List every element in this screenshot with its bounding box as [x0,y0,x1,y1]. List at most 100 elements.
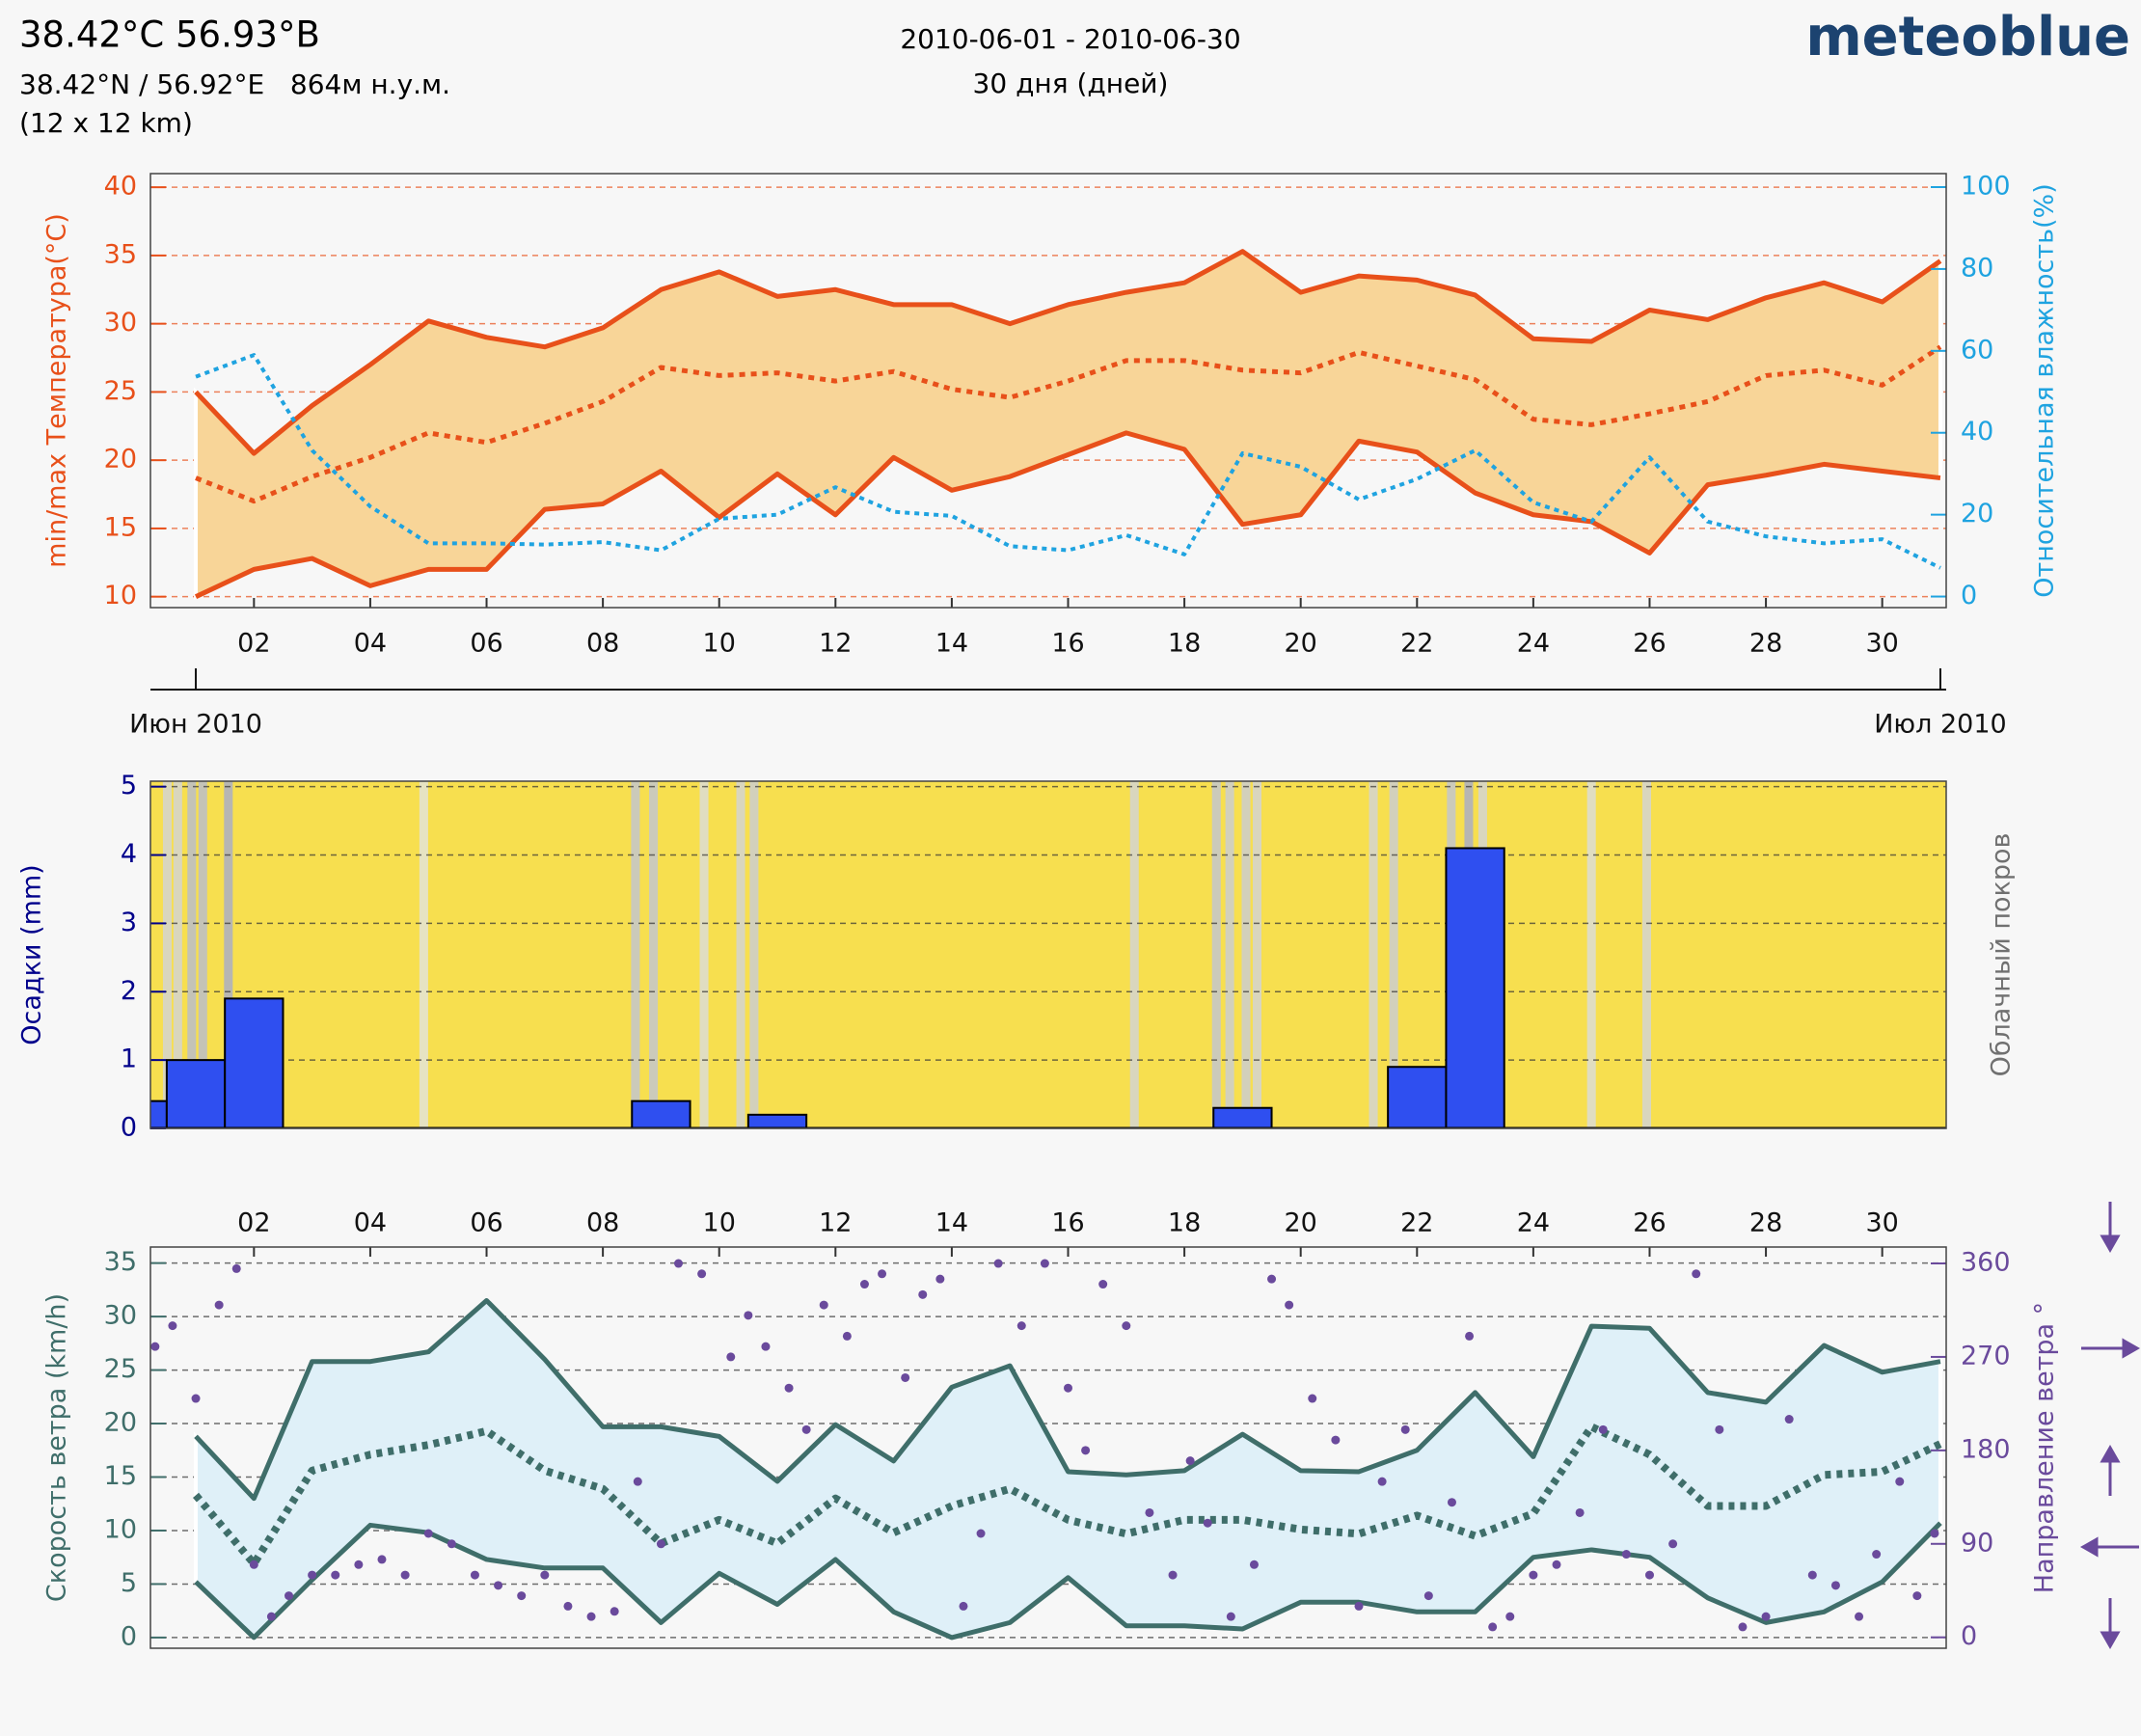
x-tick-label: 22 [1400,629,1433,659]
cloud-stripe [1252,781,1261,1128]
direction-dot [976,1529,986,1538]
y-tick-label: 35 [104,1247,137,1277]
cloud-stripe [1641,781,1651,1128]
x-tick-label: 04 [354,629,387,659]
direction-dot [656,1539,665,1549]
y2-tick-label: 0 [1961,1621,1977,1651]
direction-dot [214,1300,224,1310]
cloud-stripe [1129,781,1139,1128]
plot-frame [149,780,1947,1129]
direction-dot [959,1601,968,1611]
y-tick-label: 35 [104,239,137,269]
x-tick-label: 22 [1400,1208,1433,1238]
x-tick-label: 14 [935,1208,968,1238]
bar [746,1113,808,1128]
x-tick-label: 30 [1865,629,1898,659]
series-line [195,344,1942,504]
direction-dot [784,1383,794,1393]
direction-dot [1692,1269,1701,1279]
direction-dot [447,1539,456,1549]
arrow-head [2100,1631,2121,1650]
direction-dot [1488,1622,1498,1632]
direction-dot [1807,1570,1817,1580]
y2-axis-label: Облачный покров [1987,833,2017,1077]
direction-arrows [2079,1202,2141,1650]
period: 2010-06-01 - 2010-06-30 [900,23,1240,55]
cloud-stripe [419,781,428,1128]
direction-dot [1354,1601,1364,1611]
direction-dot [935,1274,945,1284]
y-tick-label: 2 [121,976,137,1006]
direction-dot [1505,1612,1515,1621]
plot-area [150,1259,1946,1641]
direction-dot [1267,1274,1277,1284]
direction-dot [819,1300,828,1310]
direction-dot [1598,1424,1608,1434]
month-label: Июл 2010 [1874,710,2006,740]
y2-axis-label: Относительная влажность(%) [2030,183,2060,598]
x-tick-label: 06 [470,1208,502,1238]
y-tick-label: 10 [104,1514,137,1544]
direction-dot [1738,1622,1748,1632]
location: 38.42°N / 56.92°E 864м н.у.м. [19,68,450,100]
x-tick-label: 24 [1517,1208,1550,1238]
x-tick-label: 12 [819,629,852,659]
y-tick-label: 20 [104,1408,137,1438]
direction-dot [697,1269,707,1279]
cloud-stripe [1389,781,1398,1128]
x-tick-label: 20 [1285,1208,1317,1238]
x-tick-label: 10 [703,1208,736,1238]
direction-dot [517,1591,527,1601]
direction-dot [1016,1321,1026,1331]
cloud-stripe [187,781,197,1128]
direction-dot [1040,1259,1049,1268]
direction-dot [470,1570,479,1580]
x-tick-label: 04 [354,1208,387,1238]
y-axis-label: Осадки (mm) [17,864,47,1044]
x-tick-label: 02 [237,629,270,659]
y2-tick-label: 60 [1961,335,1993,365]
direction-dot [1064,1383,1073,1393]
x-tick-label: 26 [1633,1208,1666,1238]
direction-dot [331,1570,340,1580]
direction-dot [285,1591,294,1601]
x-tick-label: 16 [1051,1208,1084,1238]
direction-dot [1122,1321,1131,1331]
y-axis-label: min/max Температура(°C) [42,213,72,568]
y-tick-label: 10 [104,581,137,610]
cloud-stripe [162,781,173,1128]
y-axis-label: Скорость ветра (km/h) [42,1293,72,1602]
x-tick-label: 18 [1168,629,1201,659]
bar [1387,1066,1448,1128]
direction-dot [249,1560,258,1569]
y2-tick-label: 180 [1961,1434,2011,1464]
x-tick-label: 06 [470,629,502,659]
direction-dot [1644,1570,1654,1580]
direction-dot [1098,1280,1108,1289]
direction-dot [1895,1477,1905,1486]
plot-frame [149,173,1947,609]
y-tick-label: 0 [121,1621,137,1651]
direction-dot [842,1331,852,1341]
x-tick-label: 28 [1749,629,1782,659]
direction-dot [744,1311,753,1320]
direction-dot [1830,1581,1840,1590]
x-tick-label: 08 [586,629,619,659]
x-tick-label: 18 [1168,1208,1201,1238]
direction-dot [1872,1550,1882,1560]
direction-dot [266,1612,276,1621]
x-tick-label: 30 [1865,1208,1898,1238]
cloud-stripe [198,781,207,1128]
direction-dot [1185,1456,1195,1466]
direction-dot [1529,1570,1538,1580]
y-tick-label: 30 [104,308,137,338]
arrow-head [2100,1444,2121,1463]
direction-dot [1447,1498,1456,1507]
series-line [195,353,1941,570]
direction-dot [1081,1446,1091,1455]
y2-tick-label: 270 [1961,1341,2011,1370]
brand: meteoblue [1805,6,2130,68]
direction-dot [1621,1550,1631,1560]
direction-dot [1784,1415,1794,1424]
